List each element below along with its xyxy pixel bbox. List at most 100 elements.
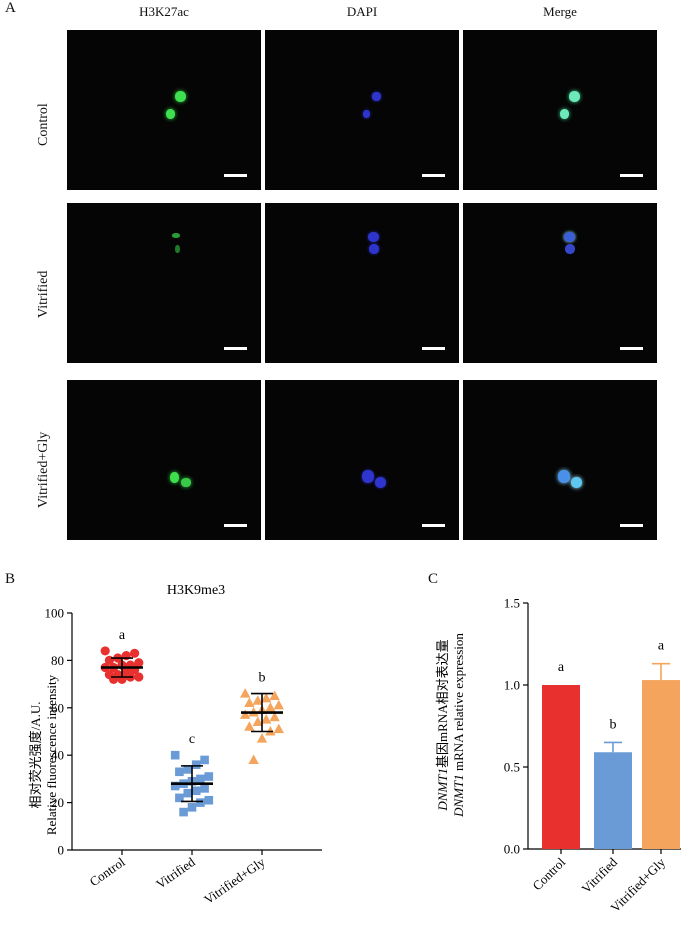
data-point (196, 798, 205, 807)
merged-nucleus (571, 477, 582, 488)
bar (594, 752, 632, 849)
y-tick-label: 80 (51, 653, 64, 668)
data-point (261, 692, 272, 703)
chart-h3k9me3: H3K9me3 相对荧光强度/A.U. Relative fluorescenc… (28, 583, 322, 907)
data-point (261, 714, 272, 724)
row-label-vitrified-gly: Vitrified+Gly (36, 431, 51, 508)
merged-nucleus (569, 91, 580, 102)
data-point (204, 772, 214, 781)
y-tick-label: 60 (51, 700, 64, 715)
data-point (170, 750, 180, 760)
scale-bar (422, 174, 445, 177)
merged-nucleus (564, 232, 575, 242)
micrograph-control-dapi (265, 30, 459, 190)
chart-dnmt1: DNMT1基因mRNA相对表达量 DNMT1 mRNA relative exp… (435, 596, 681, 915)
chart-b-ylabel-cn: 相对荧光强度/A.U. (28, 702, 43, 809)
micrograph-vitrified-gly-merge (463, 380, 657, 540)
data-point (269, 711, 280, 722)
x-tick-label: Vitrified (153, 854, 198, 892)
micrograph-control-h3k27ac (67, 30, 261, 190)
data-point (252, 695, 263, 705)
green-nucleus (175, 91, 186, 102)
micrograph-control-merge (463, 30, 657, 190)
scale-bar (422, 347, 445, 350)
micrograph-vitrified-merge (463, 203, 657, 363)
data-point (248, 754, 259, 764)
scale-bar (620, 524, 643, 527)
blue-nucleus (362, 470, 374, 483)
data-point (187, 803, 197, 812)
merged-nucleus (565, 244, 575, 254)
row-label-control: Control (36, 103, 51, 146)
y-tick-label: 1.0 (504, 678, 520, 693)
panel-a-letter: A (5, 0, 16, 16)
data-point (175, 793, 184, 803)
x-tick-label: Control (87, 854, 128, 889)
data-point (183, 788, 193, 798)
data-point (191, 760, 201, 769)
data-point (269, 690, 280, 700)
data-point (134, 672, 144, 682)
chart-c-ylabel-en: DNMT1 mRNA relative expression (451, 633, 466, 818)
data-point (121, 651, 131, 661)
column-header-merge: Merge (543, 4, 577, 19)
column-header-dapi: DAPI (346, 4, 378, 19)
data-point (200, 784, 209, 793)
x-tick-label: Vitrified+Gly (201, 854, 268, 907)
data-point (100, 646, 110, 656)
green-nucleus (166, 109, 175, 119)
significance-letter: a (658, 639, 665, 654)
data-point (134, 658, 144, 668)
scale-bar (224, 524, 247, 527)
data-point (252, 716, 263, 727)
data-point (196, 774, 205, 784)
micrograph-vitrified-gly-dapi (265, 380, 459, 540)
blue-nucleus (363, 110, 370, 118)
y-tick-label: 20 (51, 795, 64, 810)
blue-nucleus (369, 244, 379, 254)
column-header-h3k27ac: H3K27ac (139, 4, 189, 19)
x-tick-label: Control (529, 854, 568, 893)
data-point (200, 755, 209, 765)
bar (542, 685, 580, 849)
row-label-vitrified: Vitrified (36, 270, 51, 318)
data-point (273, 723, 284, 734)
data-point (244, 697, 255, 708)
scale-bar (224, 174, 247, 177)
data-point (130, 648, 140, 658)
merged-nucleus (558, 470, 570, 483)
blue-nucleus (372, 92, 381, 101)
chart-b-ylabel-en: Relative fluorescence intensity (44, 674, 59, 835)
green-nucleus-faint (172, 233, 180, 238)
data-point (183, 765, 193, 774)
data-point (204, 795, 214, 805)
data-point (170, 781, 180, 791)
scale-bar (620, 174, 643, 177)
data-point (175, 767, 184, 777)
data-point (240, 688, 251, 698)
data-point (240, 709, 251, 719)
chart-c-ylabel-cn: DNMT1基因mRNA相对表达量 (435, 639, 450, 811)
significance-letter: b (610, 717, 617, 732)
y-tick-label: 1.5 (504, 596, 520, 611)
data-point (256, 733, 268, 743)
scale-bar (620, 347, 643, 350)
micrograph-vitrified-dapi (265, 203, 459, 363)
blue-nucleus (375, 477, 386, 488)
significance-letter: a (558, 660, 565, 675)
data-point (273, 699, 284, 710)
micrograph-vitrified-h3k27ac (67, 203, 261, 363)
significance-letter: a (119, 628, 126, 643)
micrograph-vitrified-gly-h3k27ac (67, 380, 261, 540)
merged-nucleus (560, 109, 569, 119)
data-point (244, 721, 255, 731)
scale-bar (422, 524, 445, 527)
panel-b-letter: B (5, 571, 16, 587)
chart-b-title: H3K9me3 (167, 583, 225, 598)
green-nucleus (170, 472, 179, 483)
y-tick-label: 0.5 (504, 760, 520, 775)
y-tick-label: 0.0 (504, 842, 520, 857)
bar (642, 680, 680, 849)
green-nucleus-faint (175, 245, 180, 253)
x-tick-label: Vitrified (578, 854, 620, 896)
